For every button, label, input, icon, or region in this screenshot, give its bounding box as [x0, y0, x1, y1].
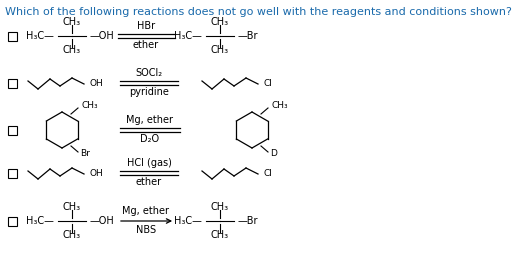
Bar: [8, 79, 17, 87]
Text: H₃C—: H₃C—: [174, 31, 202, 41]
Bar: [8, 217, 17, 225]
Text: —Br: —Br: [238, 216, 259, 226]
Text: NBS: NBS: [136, 225, 156, 235]
Bar: [8, 125, 17, 135]
Bar: [8, 32, 17, 40]
Text: Mg, ether: Mg, ether: [126, 115, 173, 125]
Text: CH₃: CH₃: [211, 230, 229, 240]
Text: —OH: —OH: [90, 216, 115, 226]
Text: Cl: Cl: [264, 169, 273, 178]
Text: —Br: —Br: [238, 31, 259, 41]
Text: CH₃: CH₃: [272, 100, 288, 110]
Text: HBr: HBr: [137, 21, 155, 31]
Text: OH: OH: [90, 80, 104, 88]
Text: CH₃: CH₃: [63, 45, 81, 55]
Text: ether: ether: [136, 177, 162, 187]
Text: CH₃: CH₃: [211, 45, 229, 55]
Text: Cl: Cl: [264, 80, 273, 88]
Text: OH: OH: [90, 169, 104, 178]
Text: CH₃: CH₃: [63, 230, 81, 240]
Text: Br: Br: [80, 150, 90, 158]
Text: H₃C—: H₃C—: [174, 216, 202, 226]
Text: pyridine: pyridine: [129, 87, 169, 97]
Text: D₂O: D₂O: [140, 134, 159, 144]
Text: H₃C—: H₃C—: [26, 216, 54, 226]
Bar: [8, 169, 17, 177]
Text: Which of the following reactions does not go well with the reagents and conditio: Which of the following reactions does no…: [5, 7, 511, 17]
Text: CH₃: CH₃: [63, 17, 81, 27]
Text: CH₃: CH₃: [63, 202, 81, 212]
Text: Mg, ether: Mg, ether: [122, 206, 169, 216]
Text: H₃C—: H₃C—: [26, 31, 54, 41]
Text: ether: ether: [133, 40, 159, 50]
Text: CH₃: CH₃: [211, 202, 229, 212]
Text: HCl (gas): HCl (gas): [126, 158, 171, 168]
Text: CH₃: CH₃: [82, 100, 99, 110]
Text: CH₃: CH₃: [211, 17, 229, 27]
Text: D: D: [270, 150, 277, 158]
Text: SOCl₂: SOCl₂: [135, 68, 163, 78]
Text: —OH: —OH: [90, 31, 115, 41]
